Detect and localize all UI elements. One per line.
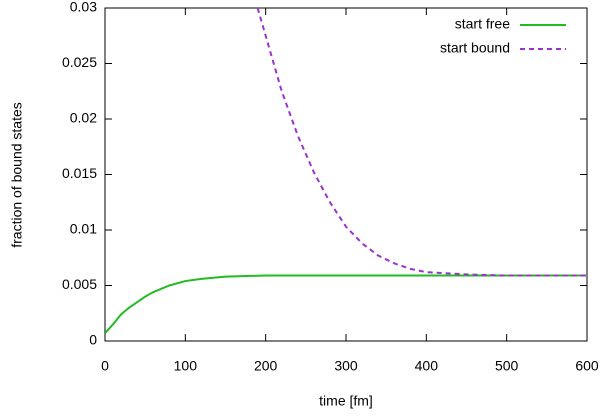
legend-label: start free — [455, 16, 510, 32]
x-tick-label: 600 — [575, 358, 599, 374]
x-tick-label: 500 — [495, 358, 519, 374]
x-axis-label: time [fm] — [319, 393, 373, 409]
plot-lines — [105, 8, 587, 334]
series-line — [105, 274, 587, 334]
y-axis-label: fraction of bound states — [9, 102, 25, 248]
y-tick-label: 0.02 — [70, 110, 97, 126]
y-tick-label: 0.03 — [70, 0, 97, 15]
legend-label: start bound — [440, 40, 510, 56]
series-line — [256, 8, 587, 277]
x-tick-label: 300 — [334, 358, 358, 374]
y-tick-label: 0.01 — [70, 221, 97, 237]
plot-frame — [104, 7, 588, 342]
y-tick-label: 0.025 — [62, 54, 97, 70]
x-tick-label: 200 — [254, 358, 278, 374]
x-tick-label: 0 — [101, 358, 109, 374]
y-tick-label: 0.005 — [62, 276, 97, 292]
y-tick-label: 0.015 — [62, 165, 97, 181]
x-tick-label: 100 — [174, 358, 198, 374]
x-tick-label: 400 — [415, 358, 439, 374]
y-tick-label: 0 — [89, 332, 97, 348]
